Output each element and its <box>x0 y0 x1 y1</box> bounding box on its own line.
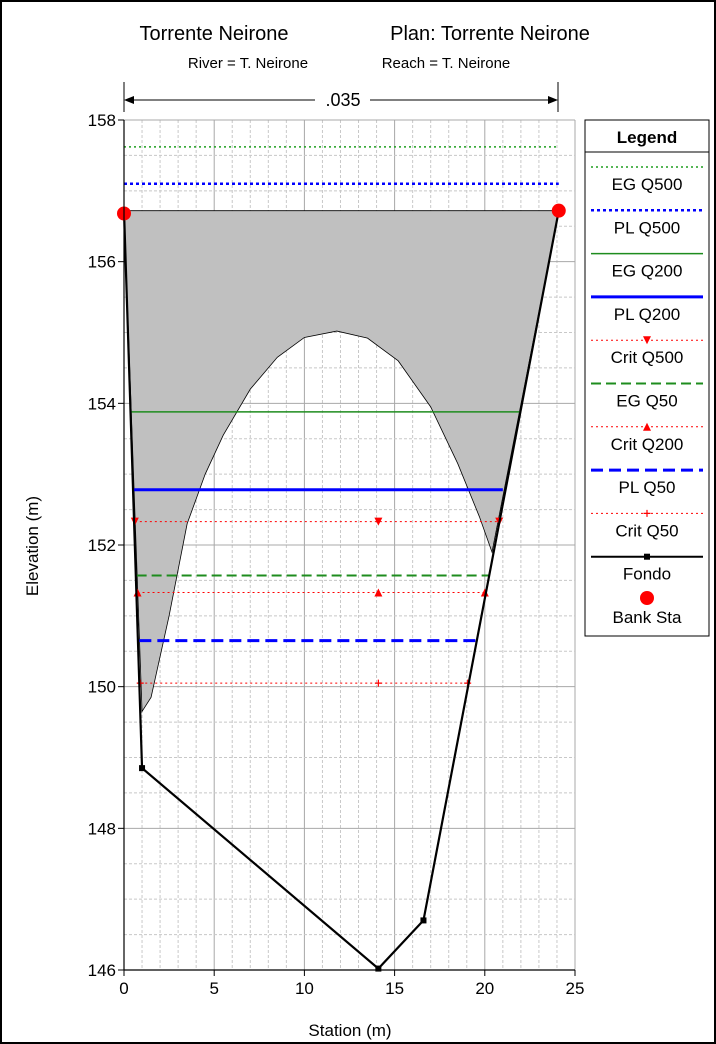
legend-item-eg-q200: EG Q200 <box>591 252 703 281</box>
y-tick-label: 154 <box>88 394 116 413</box>
legend-label: Crit Q50 <box>615 521 678 540</box>
legend-item-eg-q50: EG Q50 <box>591 382 703 411</box>
legend-box <box>584 119 710 637</box>
legend-marker <box>643 336 651 345</box>
water-surface-lines <box>124 146 559 687</box>
legend-marker <box>643 422 651 431</box>
marker-crit-q50 <box>374 679 382 687</box>
marker-crit-q200 <box>374 588 383 597</box>
x-axis-title: Station (m) <box>308 1021 391 1040</box>
manning-arrow-right-icon <box>548 96 558 104</box>
legend-item-pl-q500: PL Q500 <box>591 209 703 237</box>
manning-arrow-left-icon <box>124 96 134 104</box>
marker-crit-q200 <box>480 588 489 597</box>
legend-title: Legend <box>617 128 677 147</box>
legend-label: Bank Sta <box>613 608 683 627</box>
legend-label: Fondo <box>623 565 671 584</box>
chart-title: Torrente Neirone <box>140 23 289 45</box>
subtitle-reach: Reach = T. Neirone <box>382 55 511 72</box>
legend-marker <box>643 509 651 517</box>
y-tick-label: 158 <box>88 111 116 130</box>
y-tick-label: 148 <box>88 819 116 838</box>
x-tick-label: 0 <box>119 979 128 998</box>
y-tick-label: 152 <box>88 536 116 555</box>
legend-item-fondo: Fondo <box>591 553 703 584</box>
subtitle-river: River = T. Neirone <box>188 55 308 72</box>
legend-item-eg-q500: EG Q500 <box>591 166 703 194</box>
y-tick-label: 146 <box>88 961 116 980</box>
ineffective-area <box>123 210 560 713</box>
axes: 146 148 150 152 154 156 158 0 5 10 15 20 25 <box>88 111 585 998</box>
legend: Legend EG Q500 PL Q500 EG Q200 PL Q200 Crit … <box>584 119 710 637</box>
x-tick-label: 15 <box>385 979 404 998</box>
legend-item-crit-q200: Crit Q200 <box>591 422 703 454</box>
legend-item-crit-q50: Crit Q50 <box>591 509 703 540</box>
legend-marker <box>640 591 654 605</box>
ground-point <box>139 765 146 772</box>
x-tick-label: 25 <box>566 979 585 998</box>
legend-label: PL Q500 <box>614 218 680 237</box>
legend-item-bank-sta: Bank Sta <box>613 591 683 627</box>
ground-point <box>420 917 427 924</box>
legend-label: PL Q50 <box>618 478 675 497</box>
y-axis-title: Elevation (m) <box>23 496 42 596</box>
manning-n-label: .035 <box>325 90 360 110</box>
manning-n-indicator: .035 <box>123 82 559 112</box>
bank-station-point <box>551 203 566 218</box>
legend-item-pl-q200: PL Q200 <box>591 295 703 324</box>
legend-label: EG Q500 <box>612 175 683 194</box>
legend-label: EG Q200 <box>612 262 683 281</box>
legend-marker <box>644 553 650 560</box>
ineffective-area-fill <box>123 210 560 713</box>
x-tick-label: 5 <box>209 979 218 998</box>
legend-label: Crit Q200 <box>611 435 684 454</box>
legend-label: PL Q200 <box>614 305 680 324</box>
legend-item-crit-q500: Crit Q500 <box>591 336 703 367</box>
x-tick-label: 10 <box>295 979 314 998</box>
y-tick-label: 150 <box>88 678 116 697</box>
marker-crit-q500 <box>374 517 383 526</box>
legend-item-pl-q50: PL Q50 <box>591 468 703 497</box>
legend-label: Crit Q500 <box>611 348 684 367</box>
y-tick-label: 156 <box>88 253 116 272</box>
ground-point <box>375 965 382 972</box>
plan-title: Plan: Torrente Neirone <box>390 23 590 45</box>
x-tick-label: 20 <box>475 979 494 998</box>
legend-label: EG Q50 <box>616 392 677 411</box>
